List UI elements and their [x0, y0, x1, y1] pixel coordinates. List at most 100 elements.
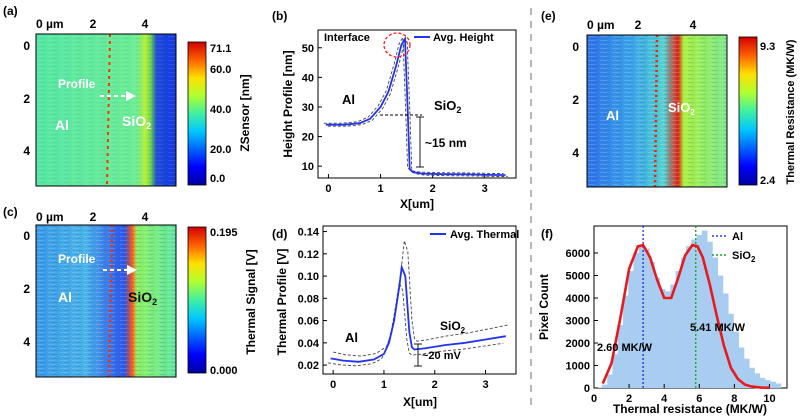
- panel-letter: (d): [272, 227, 287, 241]
- gaussian-fit-curve: [601, 243, 770, 390]
- colorbar-tick: 0.195: [210, 227, 238, 239]
- y-tick-label: 2000: [566, 338, 590, 350]
- x-tick-label: 4: [661, 393, 668, 405]
- histogram-bar: [759, 377, 766, 388]
- y-tick-label: 0.08: [298, 293, 319, 305]
- histogram-bar: [665, 291, 671, 388]
- region-label-sio2: SiO2: [440, 319, 466, 335]
- histogram-bar: [622, 295, 629, 388]
- y-tick-label: 0.02: [298, 360, 319, 372]
- histogram-bar: [738, 347, 745, 388]
- profile-label: Profile: [58, 77, 96, 91]
- avg-thermal-line: [330, 263, 506, 363]
- y-tick-label: 0.04: [298, 338, 320, 350]
- region-label-sio2: SiO2: [122, 113, 151, 131]
- panel-e: (e) 0 µm 2 4 0 2 4 Al SiO2 9.3 2.4 Therm…: [541, 9, 797, 188]
- y-tick-label: 0.06: [298, 316, 319, 328]
- sio2-value-annotation: 5.41 MK/W: [690, 322, 746, 334]
- y-tick-label: 2: [23, 92, 30, 106]
- y-axis-label: Height Profile [nm]: [281, 50, 295, 157]
- x-axis-label: Thermal resistance (MK/W): [613, 402, 767, 416]
- region-label-al: Al: [345, 330, 358, 345]
- y-tick-label: 2: [23, 282, 30, 296]
- region-label-al: Al: [55, 117, 69, 133]
- panel-letter: (a): [3, 4, 18, 18]
- panel-a: (a) 0 µm 2 4 0 2 4 Profile Al SiO2 71.1 …: [3, 4, 252, 187]
- envelope-line: [323, 35, 504, 174]
- region-label-al: Al: [342, 92, 355, 107]
- x-tick-label: 0 µm: [36, 210, 64, 224]
- histogram-bar: [686, 246, 692, 388]
- colorbar-label: ZSensor [nm]: [238, 74, 252, 151]
- x-tick-label: 2: [635, 18, 642, 32]
- histogram-bar: [659, 289, 666, 388]
- y-tick-label: 3000: [566, 316, 590, 328]
- x-tick-label: 1: [377, 183, 383, 195]
- interface-label: Interface: [324, 32, 370, 44]
- y-axis-label: Thermal Profile [V]: [275, 249, 289, 356]
- y-tick-label: 1000: [566, 361, 590, 373]
- interface-streak: [653, 34, 659, 188]
- y-tick-label: 40: [302, 72, 314, 84]
- colorbar-tick: 71.1: [210, 43, 231, 55]
- interface-streak: [106, 33, 111, 187]
- histogram-bar: [638, 246, 645, 388]
- legend-entry: Avg. Thermal: [450, 229, 519, 241]
- histogram-bar: [770, 381, 776, 388]
- y-tick-label: 0: [584, 383, 590, 395]
- histogram-bar: [722, 293, 729, 388]
- region-label-al: Al: [58, 289, 72, 305]
- region-label-sio2: SiO2: [434, 98, 461, 115]
- step-annotation: ~20 mV: [422, 350, 461, 362]
- y-tick-label: 4000: [566, 293, 590, 305]
- legend-entry: SiO2: [732, 250, 756, 264]
- x-tick-label: 4: [142, 210, 149, 224]
- histogram-bar: [749, 367, 755, 388]
- histogram-bar: [680, 257, 687, 388]
- histogram-bar: [633, 253, 640, 388]
- y-tick-label: 2: [572, 93, 579, 107]
- histogram-bar: [765, 380, 771, 388]
- panel-letter: (c): [3, 205, 18, 219]
- histogram-bar: [754, 373, 761, 388]
- x-tick-label: 3: [482, 183, 488, 195]
- panel-c: (c) 0 µm 2 4 0 2 4 Profile Al SiO2 0.195…: [3, 205, 258, 378]
- colorbar-tick: 9.3: [760, 41, 775, 53]
- histogram-bar: [654, 277, 661, 388]
- histogram-bar: [628, 271, 634, 388]
- avg-height-line: [325, 35, 506, 176]
- panel-d: (d) 0 1 2 3 0.02 0.04 0.06 0.08 0.10 0.12 0.14 Avg…: [272, 225, 519, 409]
- x-tick-label: 0: [591, 393, 597, 405]
- y-tick-label: 4: [23, 335, 30, 349]
- x-tick-label: 2: [90, 17, 97, 31]
- colorbar-thermal-resistance: [738, 36, 758, 186]
- colorbar-tick: 0.000: [210, 365, 238, 377]
- axis-ticks: 0 2 4 6 8 10 0 1000 2000 3000 4000 5000 6000: [566, 248, 776, 405]
- histogram-bar: [644, 248, 650, 388]
- y-tick-label: 50: [302, 43, 314, 55]
- region-label-sio2: SiO2: [128, 289, 157, 307]
- step-annotation: ~15 nm: [425, 136, 467, 150]
- histogram-bar: [744, 358, 750, 388]
- x-tick-label: 1: [381, 379, 387, 391]
- panel-b: (b) 0 1 2 3 10 20 30 40 50 Interface Avg. Height…: [272, 9, 517, 211]
- panel-letter: (f): [541, 227, 553, 241]
- y-tick-label: 6000: [566, 248, 590, 260]
- x-tick-label: 4: [142, 17, 149, 31]
- histogram-bar: [617, 325, 624, 388]
- interface-circle: [383, 32, 411, 58]
- y-tick-label: 10: [302, 161, 314, 173]
- y-tick-label: 0.14: [298, 227, 320, 239]
- profile-label: Profile: [58, 252, 96, 266]
- histogram-bar: [775, 383, 782, 388]
- plot-area: [322, 225, 517, 375]
- x-tick-label: 2: [430, 183, 436, 195]
- x-tick-label: 2: [626, 393, 632, 405]
- histogram-bar: [607, 374, 613, 388]
- y-tick-label: 0: [23, 229, 30, 243]
- x-tick-label: 2: [432, 379, 438, 391]
- histogram-bar: [733, 331, 740, 388]
- y-tick-label: 20: [302, 132, 314, 144]
- legend-entry: Al: [732, 231, 743, 243]
